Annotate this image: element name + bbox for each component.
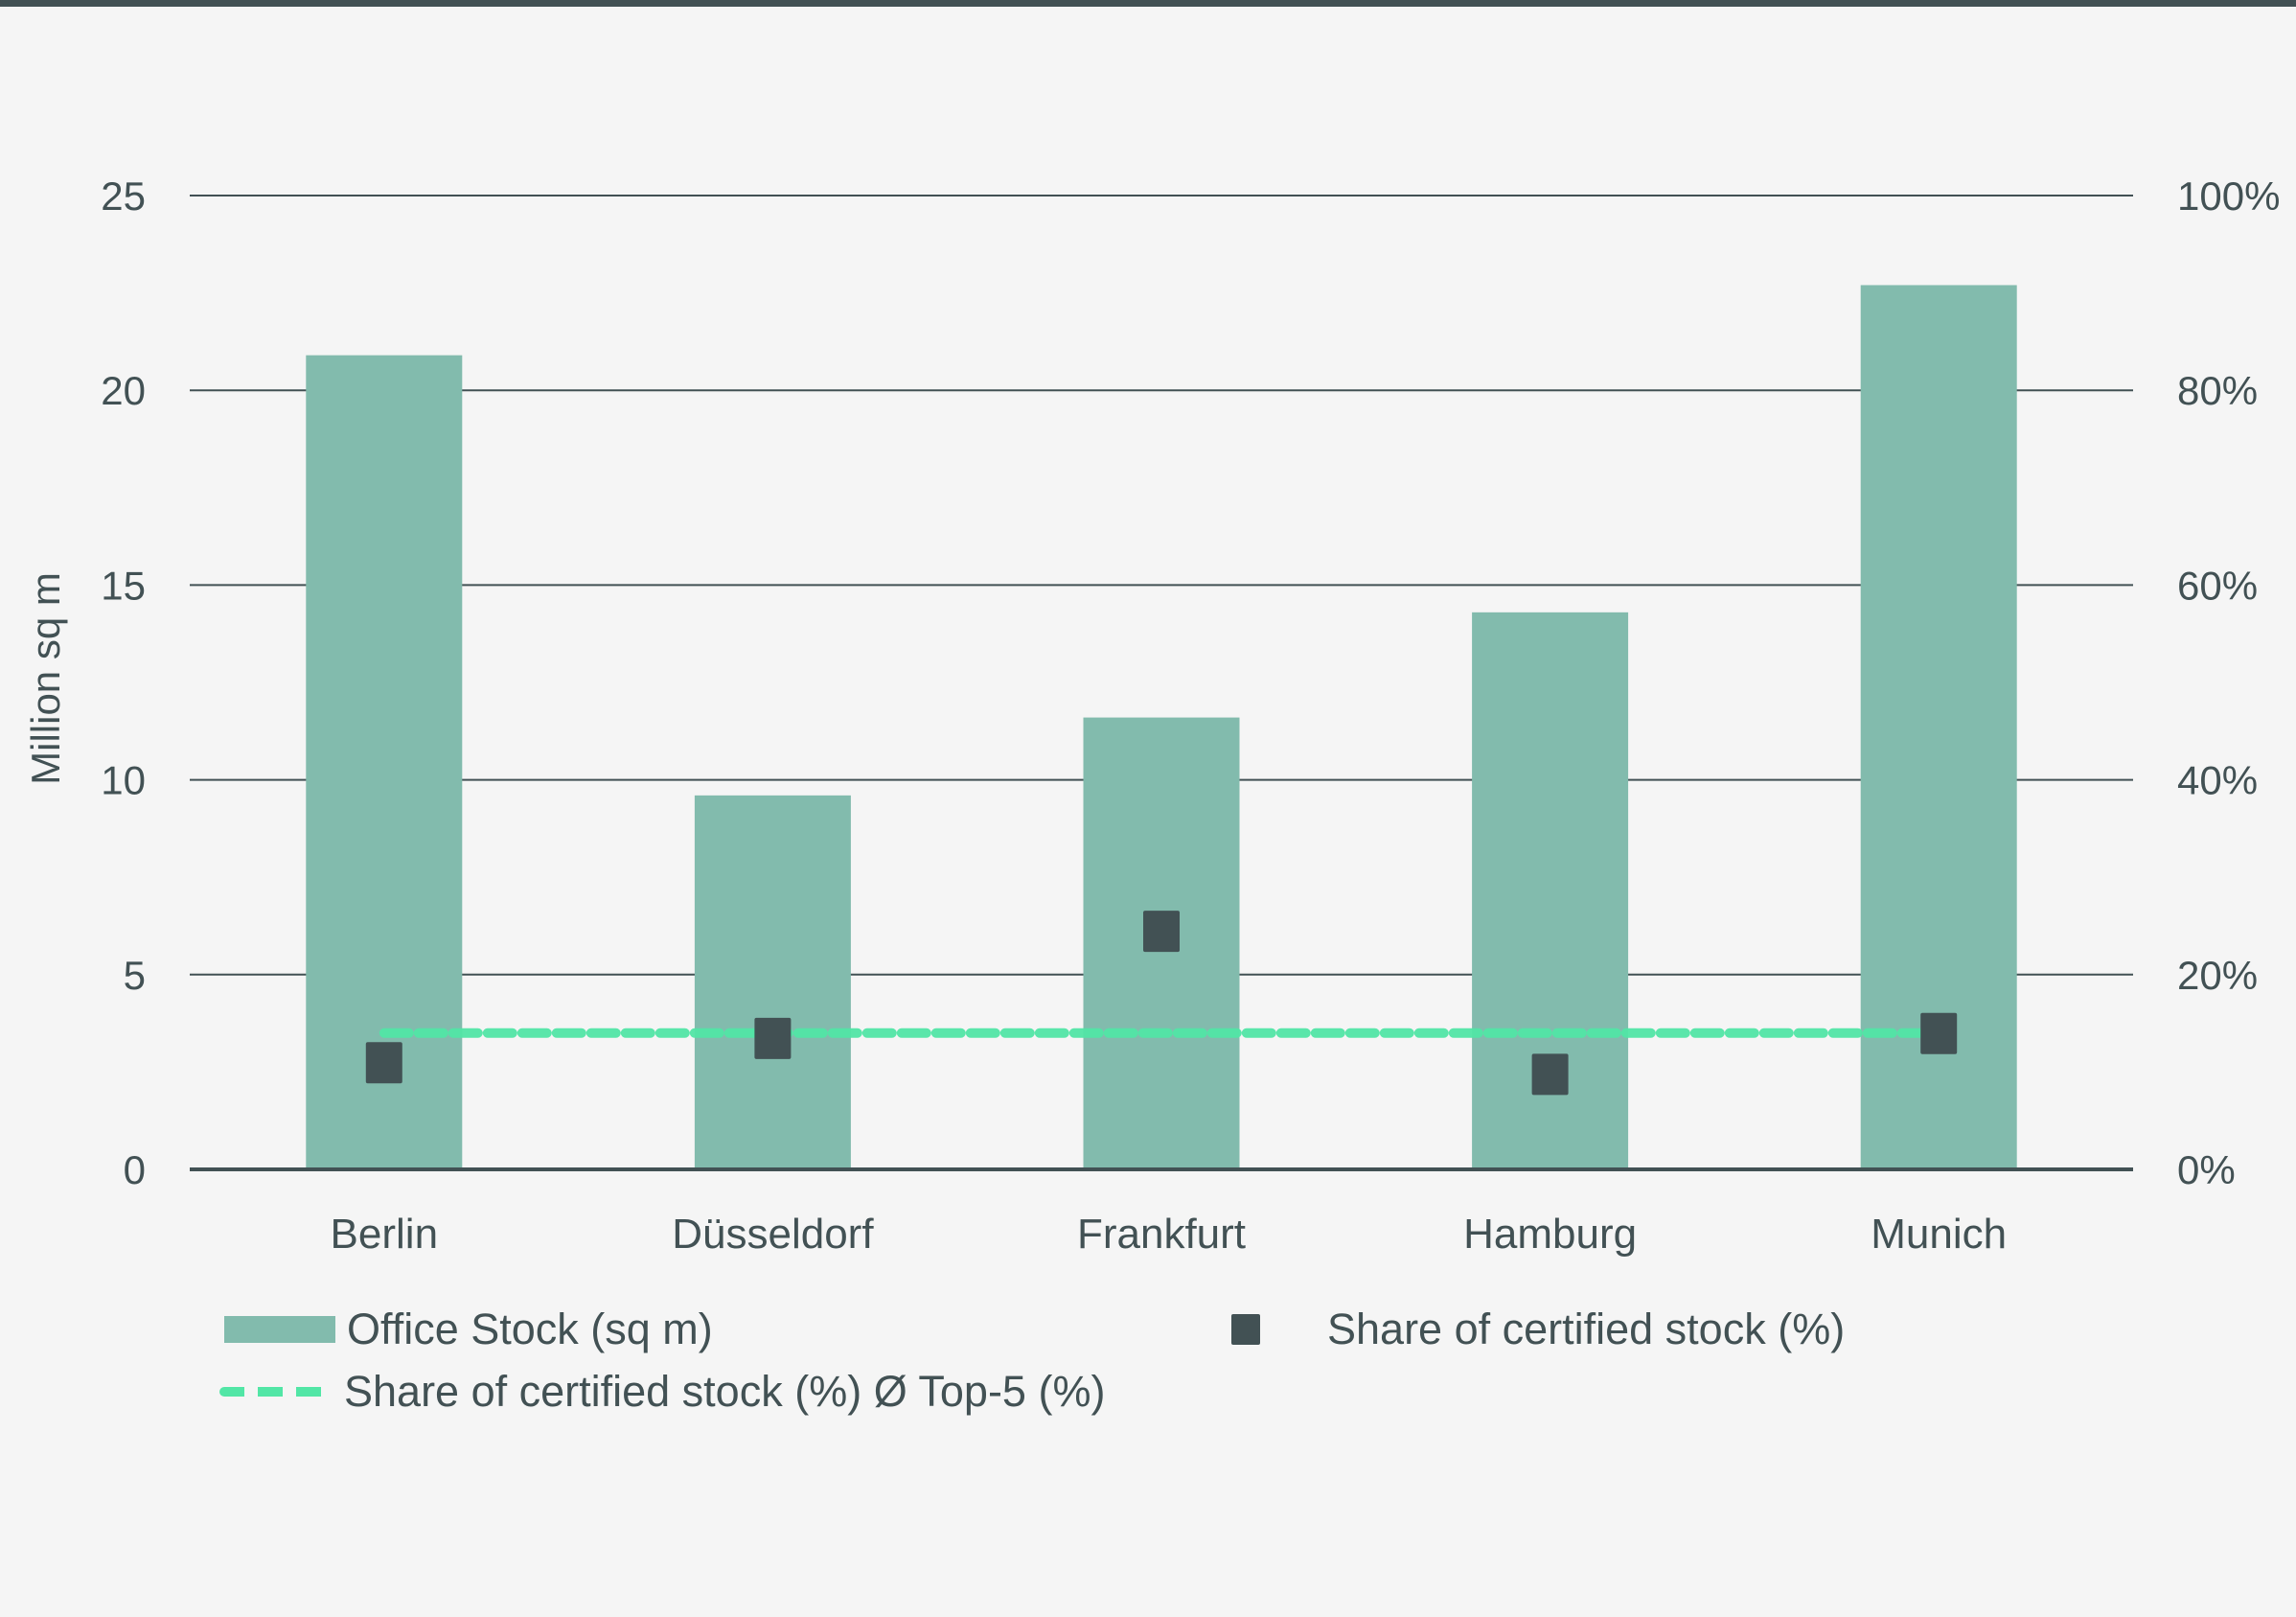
legend-label: Office Stock (sq m) (347, 1305, 713, 1353)
y2-tick-label: 80% (2177, 368, 2258, 413)
share-marker (365, 1042, 402, 1084)
x-tick-label: Frankfurt (1077, 1211, 1246, 1258)
legend-item-share-certified: Share of certified stock (%) (1231, 1305, 1845, 1354)
y-tick-label: 15 (101, 563, 146, 608)
legend-label: Share of certified stock (%) (1327, 1305, 1846, 1353)
y-tick-label: 25 (101, 173, 146, 219)
y-axis-label: Million sq m (23, 572, 68, 785)
y2-tick-label: 0% (2177, 1147, 2236, 1192)
top-border (0, 0, 2296, 7)
y2-tick-label: 60% (2177, 563, 2258, 608)
y-axis-right: 0% 20% 40% 60% 80% 100% (2177, 173, 2280, 1192)
bar-düsseldorf (694, 795, 851, 1167)
y-tick-label: 5 (124, 953, 146, 998)
legend-item-office-stock: Office Stock (sq m) (224, 1305, 713, 1354)
dashed-line-icon (219, 1387, 331, 1397)
y-tick-label: 10 (101, 758, 146, 803)
y2-tick-label: 20% (2177, 953, 2258, 998)
share-marker (1143, 911, 1180, 953)
x-tick-label: Düsseldorf (672, 1211, 874, 1258)
y-axis-left: 0 5 10 15 20 25 (101, 173, 146, 1192)
gridlines (190, 195, 2133, 1171)
x-axis: Berlin Düsseldorf Frankfurt Hamburg Munich (331, 1211, 2008, 1258)
x-tick-label: Berlin (331, 1211, 439, 1258)
share-marker (1920, 1012, 1958, 1054)
legend-label: Share of certified stock (%) Ø Top-5 (%) (344, 1367, 1106, 1416)
y-tick-label: 20 (101, 368, 146, 413)
bar-swatch-icon (224, 1316, 335, 1343)
share-marker (1531, 1053, 1569, 1096)
square-marker-icon (1231, 1314, 1260, 1345)
x-tick-label: Hamburg (1463, 1211, 1637, 1258)
y2-tick-label: 100% (2177, 173, 2280, 219)
y2-tick-label: 40% (2177, 758, 2258, 803)
legend-item-share-average: Share of certified stock (%) Ø Top-5 (%) (219, 1367, 1105, 1417)
share-marker (754, 1017, 792, 1059)
x-tick-label: Munich (1871, 1211, 2007, 1258)
share-markers (365, 911, 1958, 1096)
y-tick-label: 0 (124, 1147, 146, 1192)
